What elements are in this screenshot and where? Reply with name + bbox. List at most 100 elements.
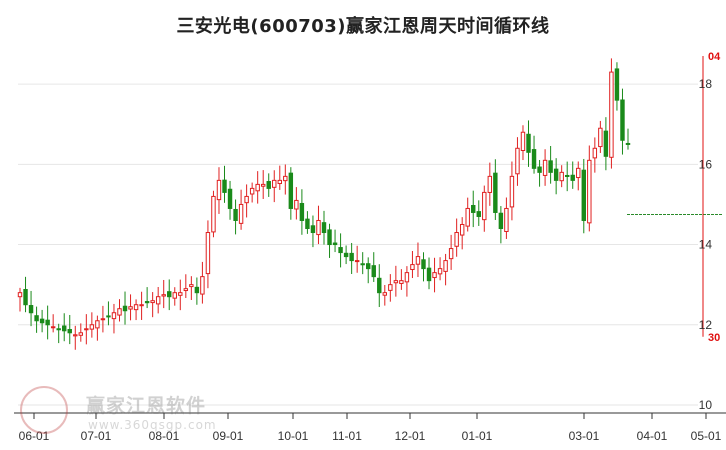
y-tick-label: 14 [699, 238, 713, 252]
y-tick-label: 12 [699, 318, 713, 332]
candle-body [598, 127, 603, 148]
candle-body [200, 276, 205, 295]
candle-body [421, 259, 426, 270]
candle-body [222, 179, 227, 193]
cycle-marker-label: 30 [708, 332, 720, 344]
candle-body [321, 222, 327, 234]
candle-body [172, 292, 177, 299]
candle-body [603, 130, 609, 157]
candle-body [437, 268, 443, 275]
candle-body [133, 304, 139, 311]
candle-body [238, 203, 244, 224]
candle-body [288, 172, 294, 209]
x-tick-label: 03-01 [569, 429, 600, 443]
candle-body [531, 149, 537, 169]
candle-body [515, 147, 520, 175]
chart-title: 三安光电(600703)赢家江恩周天时间循环线 [176, 16, 550, 37]
y-tick-label: 10 [699, 398, 713, 412]
y-tick-label: 18 [699, 77, 713, 91]
candle-body [272, 179, 277, 188]
candle-body [266, 181, 271, 189]
candle-body [487, 175, 493, 193]
candle-body [316, 219, 321, 236]
candlestick-series [17, 58, 631, 350]
x-tick-label: 05-01 [691, 429, 722, 443]
candle-body [410, 264, 415, 271]
candle-body [122, 305, 128, 312]
candle-body [283, 175, 288, 182]
candle-body [443, 260, 448, 272]
candle-body [587, 159, 592, 224]
candle-body [84, 328, 89, 331]
candle-body [305, 218, 310, 230]
candle-body [426, 267, 432, 282]
candle-body [183, 288, 189, 292]
candle-body [161, 294, 166, 297]
candle-body [194, 286, 200, 294]
candle-body [167, 291, 172, 298]
candle-body [139, 304, 144, 307]
candle-body [553, 168, 559, 181]
candle-body [559, 171, 564, 182]
candle-body [45, 319, 50, 326]
candle-body [144, 301, 150, 304]
candle-body [255, 183, 260, 192]
candle-body [205, 232, 211, 275]
candle-body [415, 256, 421, 265]
candle-body [150, 300, 155, 304]
candle-body [310, 225, 316, 234]
watermark: 赢家江恩软件 www.360qsgp.com [20, 386, 220, 434]
candle-body [338, 247, 343, 254]
candle-body [498, 212, 504, 230]
candle-body [17, 292, 23, 298]
candle-body [189, 284, 194, 288]
candle-body [548, 160, 553, 173]
candle-body [382, 292, 388, 296]
candle-body [78, 332, 84, 336]
candle-body [432, 272, 437, 279]
candle-body [570, 174, 575, 181]
candle-body [106, 315, 111, 318]
candle-body [89, 324, 95, 330]
candle-body [509, 175, 515, 208]
x-tick-label: 12-01 [395, 429, 426, 443]
candle-body [399, 280, 404, 284]
watermark-seal-icon [20, 386, 68, 434]
x-tick-label: 11-01 [332, 429, 362, 443]
candle-body [476, 211, 481, 217]
watermark-name: 赢家江恩软件 [86, 395, 207, 417]
candle-body [56, 328, 61, 331]
candle-body [111, 312, 117, 320]
candle-body [155, 296, 161, 305]
candle-body [592, 147, 598, 159]
candle-body [404, 272, 410, 283]
candle-body [117, 308, 122, 316]
candle-body [299, 202, 305, 221]
candle-body [354, 260, 360, 263]
candle-body [50, 326, 56, 329]
candle-body [233, 208, 238, 221]
candle-body [454, 232, 459, 247]
candle-body [459, 223, 465, 236]
candle-body [277, 179, 282, 185]
candle-body [211, 195, 216, 233]
candle-body [581, 169, 586, 221]
candle-body [39, 318, 45, 324]
candle-body [576, 167, 581, 179]
cycle-marker-label: 04 [708, 51, 721, 63]
candle-body [178, 292, 183, 296]
candle-body [465, 207, 470, 227]
candle-body [95, 320, 100, 329]
candle-body [448, 248, 454, 260]
candle-body [471, 204, 476, 213]
candle-body [249, 187, 255, 195]
candle-body [377, 277, 382, 294]
candle-body [542, 159, 548, 176]
candle-body [34, 315, 39, 322]
candle-body [294, 199, 299, 210]
x-tick-label: 04-01 [637, 429, 668, 443]
candle-body [216, 179, 222, 201]
candle-body [388, 284, 393, 291]
x-tick-label: 01-01 [462, 429, 493, 443]
